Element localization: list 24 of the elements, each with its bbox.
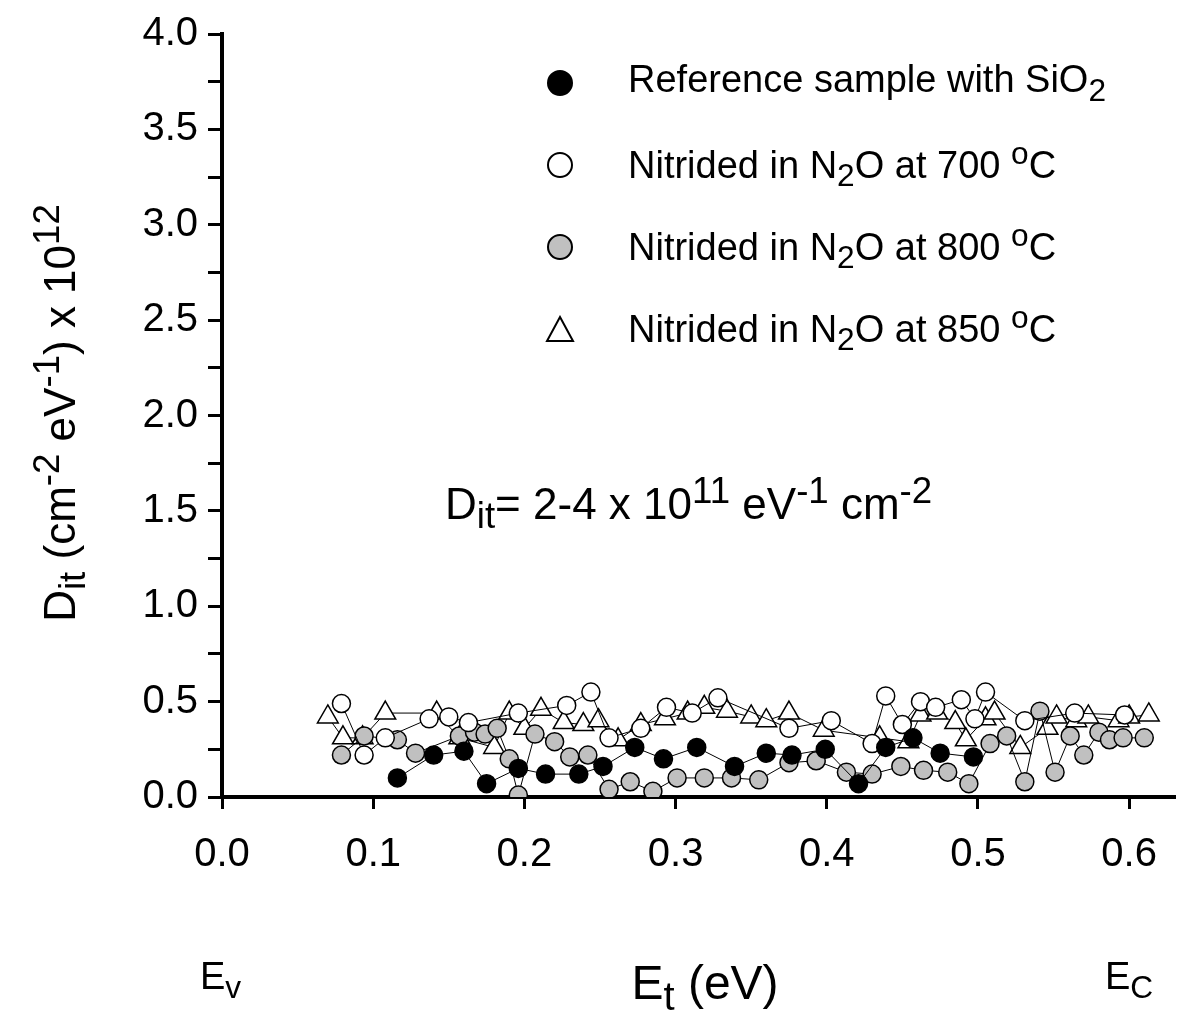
y-tick-label: 3.0 <box>142 199 198 244</box>
y-tick-label: 2.0 <box>142 390 198 435</box>
y-tick-label: 1.5 <box>142 485 198 530</box>
x-tick-label: 0.6 <box>1101 830 1157 875</box>
x-tick-label: 0.1 <box>345 830 401 875</box>
x-tick-label: 0.0 <box>194 830 250 875</box>
x-tick-label: 0.4 <box>798 830 855 875</box>
y-tick-label: 4.0 <box>142 9 198 54</box>
legend-label: Nitrided in N$_{2}$O at 700 $^{o}$C <box>628 135 1057 195</box>
y-tick-label: 0.5 <box>142 676 198 721</box>
x-tick-label: 0.5 <box>950 830 1006 875</box>
x-tick-label: 0.3 <box>647 830 704 875</box>
y-tick-label: 2.5 <box>142 295 198 340</box>
legend-label: Nitrided in N$_{2}$O at 850 $^{o}$C <box>628 299 1057 359</box>
text: E$_{v}$ <box>200 955 242 1006</box>
annotation: D$_{it}$= 2-4 x 10$^{11}$ eV$^{-1}$ cm$^{-2}$ <box>445 470 933 538</box>
y-tick-label: 3.5 <box>142 104 198 149</box>
legend-label: Nitrided in N$_{2}$O at 800 $^{o}$C <box>628 217 1057 277</box>
x-tick-label: 0.2 <box>496 830 553 875</box>
y-tick-label: 1.0 <box>142 581 198 626</box>
legend-label: Reference sample with SiO$_{2}$ <box>628 57 1107 109</box>
x-axis-title: E$_{t}$ (eV) <box>631 956 779 1018</box>
text: E$_{C}$ <box>1105 955 1154 1006</box>
y-tick-label: 0.0 <box>142 772 198 817</box>
